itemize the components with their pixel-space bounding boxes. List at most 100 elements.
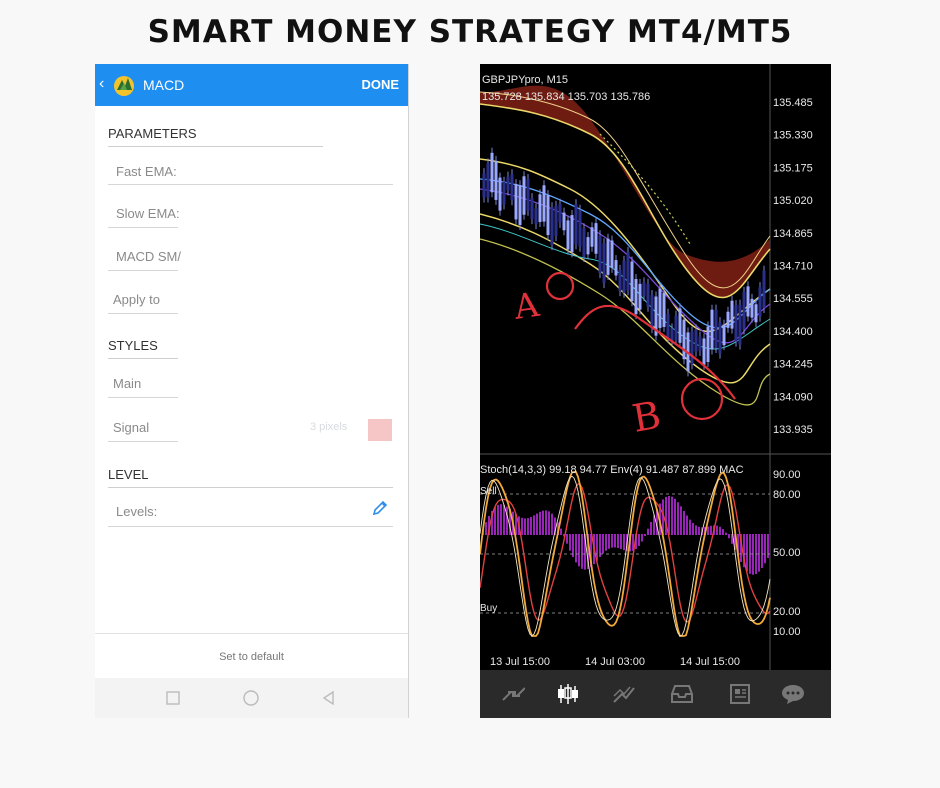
candle-body: [654, 296, 658, 336]
android-nav-bar: [95, 678, 408, 718]
fast-ema-field[interactable]: Fast EMA:: [116, 164, 177, 179]
candle-body: [534, 208, 538, 225]
set-to-default-label: Set to default: [219, 651, 284, 663]
histogram-bar: [710, 525, 712, 535]
quotes-icon[interactable]: [499, 682, 525, 706]
lower-band-line: [480, 213, 771, 384]
upper-band-line: [480, 103, 771, 299]
slow-ema-field[interactable]: Slow EMA:: [116, 206, 180, 221]
bottom-toolbar: [480, 670, 831, 718]
histogram-bar: [746, 534, 748, 572]
candle-body: [762, 270, 766, 309]
candlestick-chart-icon[interactable]: [555, 682, 581, 706]
circle-icon[interactable]: [242, 689, 260, 707]
annotation-trend-line: [574, 304, 736, 400]
dotted-trend-line: [599, 133, 691, 245]
signal-style-field[interactable]: Signal: [113, 420, 150, 435]
candle-body: [658, 288, 662, 328]
candle-body: [530, 198, 534, 220]
histogram-bar: [527, 518, 529, 535]
triangle-back-icon[interactable]: [320, 689, 338, 707]
candle-body: [738, 304, 742, 345]
candle-body: [754, 304, 758, 323]
chat-icon[interactable]: [780, 682, 806, 706]
histogram-bar: [581, 534, 583, 569]
candle-body: [742, 291, 746, 330]
section-styles: STYLES: [108, 338, 158, 353]
candle-body: [590, 227, 594, 247]
histogram-bar: [761, 534, 763, 568]
macd-sma-field[interactable]: MACD SM/: [116, 249, 181, 264]
candle-body: [550, 207, 554, 246]
candle-body: [554, 205, 558, 237]
histogram-bar: [602, 534, 604, 554]
histogram-bar: [641, 534, 643, 542]
candle-body: [538, 194, 542, 222]
histogram-bar: [638, 534, 640, 546]
field-underline: [108, 184, 393, 185]
candle-body: [606, 238, 610, 275]
main-style-field[interactable]: Main: [113, 376, 142, 391]
candle-body: [614, 260, 618, 276]
histogram-bar: [491, 510, 493, 535]
histogram-bar: [497, 504, 499, 535]
histogram-bar: [692, 522, 694, 535]
histogram-bar: [737, 534, 739, 557]
histogram-bar: [485, 522, 487, 535]
sell-label: Sell: [480, 486, 497, 497]
apply-to-field[interactable]: Apply to: [113, 292, 160, 307]
candle-body: [482, 173, 486, 198]
signal-color-swatch[interactable]: [368, 419, 392, 441]
chevron-left-icon[interactable]: ‹: [99, 75, 105, 92]
oscillator-tick: 50.00: [773, 547, 801, 559]
histogram-bar: [635, 534, 637, 550]
candle-body: [610, 240, 614, 268]
candle-body: [514, 184, 518, 220]
histogram-bar: [611, 534, 613, 548]
histogram-bar: [668, 495, 670, 535]
oscillator-tick: 10.00: [773, 626, 801, 638]
candle-body: [558, 203, 562, 223]
histogram-bar: [644, 534, 646, 537]
lower-band-line-2: [480, 238, 771, 406]
candle-body: [758, 287, 762, 317]
annotation-label-a: A: [511, 285, 542, 328]
candle-body: [678, 308, 682, 343]
levels-field[interactable]: Levels:: [116, 504, 158, 519]
set-to-default-button[interactable]: Set to default: [95, 633, 408, 680]
histogram-bar: [632, 534, 634, 551]
price-tick: 134.400: [773, 326, 813, 338]
news-icon[interactable]: [727, 682, 753, 706]
histogram-bar: [707, 526, 709, 535]
histogram-bar: [599, 534, 601, 557]
pencil-icon[interactable]: [371, 499, 389, 517]
indicator-header: Stoch(14,3,3) 99.18 94.77 Env(4) 91.487 …: [480, 464, 744, 476]
price-tick: 133.935: [773, 424, 813, 436]
histogram-bar: [680, 506, 682, 535]
candle-body: [650, 294, 654, 329]
candle-body: [498, 177, 502, 211]
square-icon[interactable]: [164, 689, 182, 707]
candle-body: [646, 283, 650, 307]
oscillator-tick: 20.00: [773, 606, 801, 618]
candle-body: [586, 237, 590, 255]
done-button[interactable]: DONE: [361, 77, 399, 92]
time-axis: 13 Jul 15:00 14 Jul 03:00 14 Jul 15:00: [490, 656, 740, 668]
price-chart[interactable]: A B GBPJPYpro, M15 135.728 135.834 135.7…: [480, 64, 831, 670]
candle-body: [626, 251, 630, 291]
trade-icon[interactable]: [611, 682, 637, 706]
histogram-bar: [551, 513, 553, 535]
candle-body: [582, 228, 586, 258]
chart-screen: A B GBPJPYpro, M15 135.728 135.834 135.7…: [480, 64, 831, 718]
histogram-bar: [515, 514, 517, 535]
histogram-bar: [590, 534, 592, 568]
candle-body: [714, 309, 718, 349]
candle-body: [566, 220, 570, 250]
histogram-bar: [500, 504, 502, 535]
histogram-bar: [665, 496, 667, 535]
history-inbox-icon[interactable]: [669, 682, 695, 706]
histogram-bar: [488, 515, 490, 535]
candle-body: [526, 178, 530, 211]
histogram-bar: [656, 508, 658, 535]
candle-body: [622, 260, 626, 293]
